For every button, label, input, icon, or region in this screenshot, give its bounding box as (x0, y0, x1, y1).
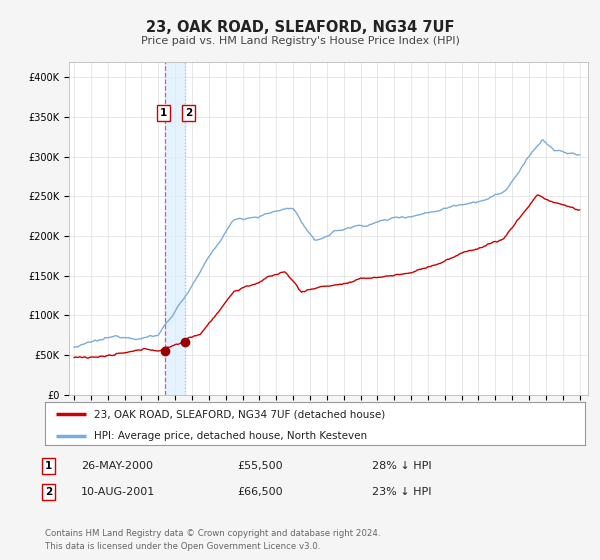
Text: 23, OAK ROAD, SLEAFORD, NG34 7UF (detached house): 23, OAK ROAD, SLEAFORD, NG34 7UF (detach… (94, 409, 385, 419)
Text: Contains HM Land Registry data © Crown copyright and database right 2024.
This d: Contains HM Land Registry data © Crown c… (45, 529, 380, 550)
Text: £55,500: £55,500 (237, 461, 283, 471)
Text: 23, OAK ROAD, SLEAFORD, NG34 7UF: 23, OAK ROAD, SLEAFORD, NG34 7UF (146, 20, 454, 35)
Text: 2: 2 (185, 108, 192, 118)
Text: Price paid vs. HM Land Registry's House Price Index (HPI): Price paid vs. HM Land Registry's House … (140, 36, 460, 46)
Text: 1: 1 (160, 108, 167, 118)
Text: 26-MAY-2000: 26-MAY-2000 (81, 461, 153, 471)
Text: 28% ↓ HPI: 28% ↓ HPI (372, 461, 431, 471)
Text: 23% ↓ HPI: 23% ↓ HPI (372, 487, 431, 497)
Text: 10-AUG-2001: 10-AUG-2001 (81, 487, 155, 497)
Text: HPI: Average price, detached house, North Kesteven: HPI: Average price, detached house, Nort… (94, 431, 367, 441)
Text: £66,500: £66,500 (237, 487, 283, 497)
Bar (165, 62, 185, 395)
Text: 2: 2 (45, 487, 52, 497)
Text: 1: 1 (45, 461, 52, 471)
